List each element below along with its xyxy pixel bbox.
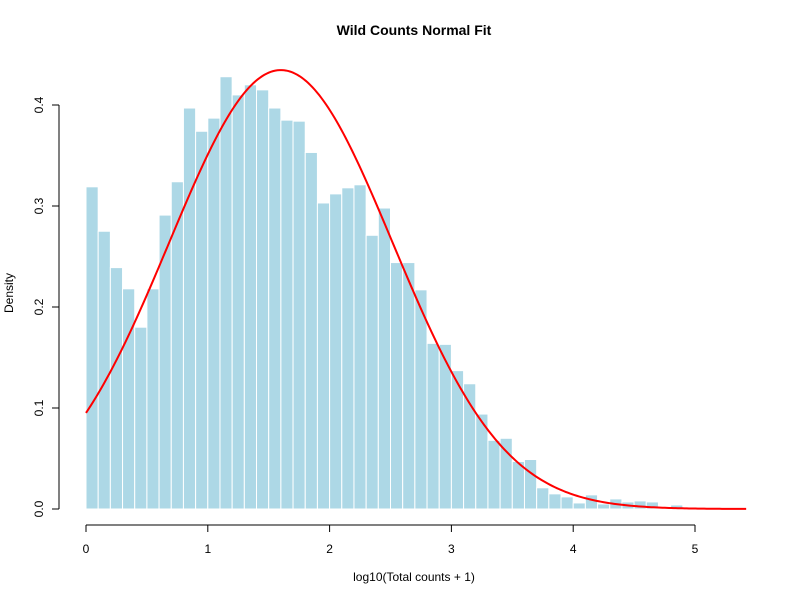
histogram-bar <box>341 187 355 510</box>
histogram-bar <box>560 496 574 510</box>
histogram-bar <box>304 151 318 510</box>
histogram-bar <box>292 120 306 510</box>
x-tick-label: 1 <box>204 542 211 556</box>
histogram-bar <box>280 119 294 510</box>
histogram-bar <box>85 186 99 510</box>
histogram-bar <box>353 184 367 510</box>
histogram-bar <box>134 326 148 510</box>
y-tick-label: 0.4 <box>32 96 46 113</box>
histogram-bar <box>414 289 428 510</box>
histogram-bar <box>97 230 111 510</box>
x-tick-label: 5 <box>692 542 699 556</box>
histogram-bar <box>536 487 550 510</box>
histogram-bar <box>122 288 136 510</box>
x-tick-label: 3 <box>448 542 455 556</box>
histogram-bar <box>231 94 245 510</box>
histogram-bar <box>316 202 331 510</box>
histogram-bar <box>195 130 209 510</box>
histogram-bar <box>426 342 440 510</box>
histogram-bar <box>243 84 258 510</box>
histogram-bar <box>377 207 392 510</box>
x-tick-label: 0 <box>83 542 90 556</box>
histogram-bar <box>146 288 160 510</box>
x-axis: 0 1 2 3 4 5 <box>83 524 699 556</box>
histogram-bar <box>523 459 538 510</box>
histogram-bar <box>633 500 647 510</box>
histogram-bar <box>182 107 197 510</box>
histogram-bar <box>597 503 611 510</box>
histogram-bar <box>548 493 562 510</box>
histogram-bar <box>511 461 525 510</box>
histogram-bar <box>402 262 416 510</box>
y-axis-label: Density <box>2 273 16 313</box>
histogram-bar <box>207 117 221 510</box>
histogram-bar <box>329 193 343 510</box>
histogram-bar <box>109 267 124 510</box>
histogram-bar <box>572 502 586 510</box>
histogram-bar <box>219 76 233 510</box>
x-tick-label: 4 <box>570 542 577 556</box>
y-tick-label: 0.2 <box>32 298 46 315</box>
histogram-bar <box>584 494 599 510</box>
x-tick-label: 2 <box>326 542 333 556</box>
histogram-bar <box>645 501 659 510</box>
y-axis: 0.0 0.1 0.2 0.3 0.4 <box>32 96 60 517</box>
chart-title: Wild Counts Normal Fit <box>337 22 492 38</box>
histogram-bar <box>158 214 172 510</box>
y-tick-label: 0.3 <box>32 197 46 214</box>
normal-fit-curve <box>85 69 747 510</box>
histogram-bar <box>390 262 404 510</box>
histogram-bars <box>85 76 684 510</box>
histogram-bar <box>268 107 282 510</box>
y-tick-label: 0.1 <box>32 399 46 416</box>
histogram-bar <box>499 437 513 510</box>
histogram-bar <box>487 439 501 510</box>
histogram-bar <box>256 89 270 510</box>
y-tick-label: 0.0 <box>32 500 46 517</box>
histogram-bar <box>365 234 379 510</box>
x-axis-label: log10(Total counts + 1) <box>353 570 475 584</box>
